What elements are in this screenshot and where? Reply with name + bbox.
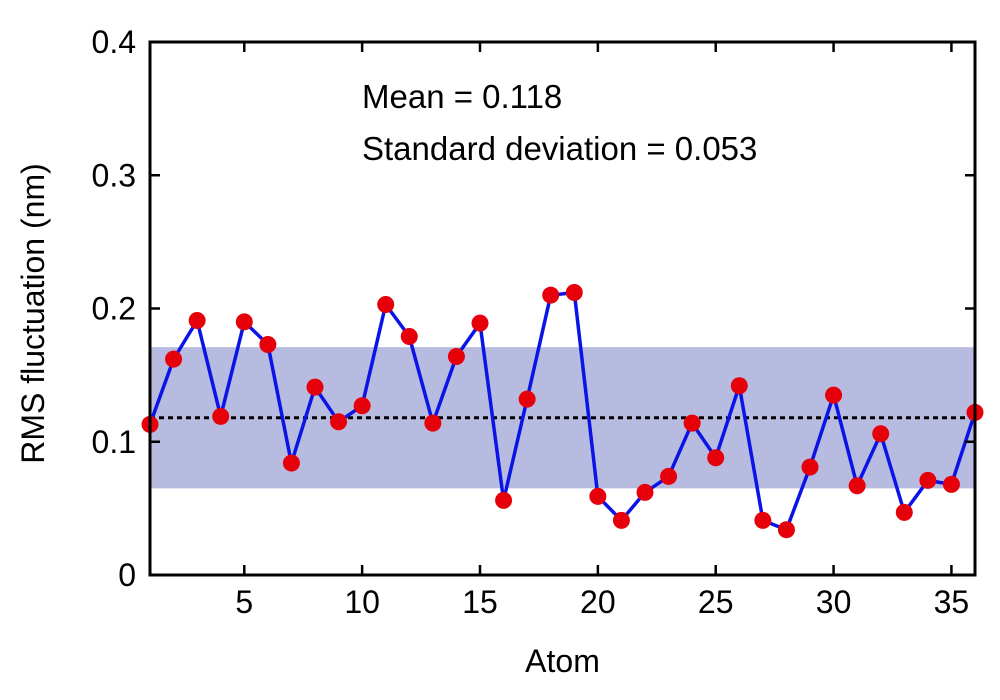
series-line [148, 290, 977, 532]
data-point [495, 491, 513, 509]
data-point [707, 449, 725, 467]
data-point [424, 414, 442, 432]
data-point [872, 425, 890, 443]
data-point [165, 350, 183, 368]
data-point [259, 335, 277, 353]
y-tick-label: 0.2 [92, 291, 136, 327]
data-point [235, 313, 253, 331]
data-point [542, 286, 560, 304]
x-tick-label: 5 [235, 584, 253, 620]
data-point [518, 390, 536, 408]
std-annotation: Standard deviation = 0.053 [362, 130, 757, 167]
data-point [377, 296, 395, 314]
x-axis-title: Atom [525, 643, 600, 679]
data-point [942, 475, 960, 493]
data-point [188, 311, 206, 329]
data-point [330, 413, 348, 431]
y-tick-label: 0.1 [92, 424, 136, 460]
data-point [212, 407, 230, 425]
data-point [660, 467, 678, 485]
data-point [848, 477, 866, 495]
data-point [447, 347, 465, 365]
data-point [777, 521, 795, 539]
plot-frame [148, 40, 977, 577]
data-point [589, 487, 607, 505]
x-tick-label: 15 [462, 584, 498, 620]
mean-annotation: Mean = 0.118 [362, 78, 562, 115]
data-point [801, 458, 819, 476]
data-point [612, 511, 630, 529]
data-point [636, 483, 654, 501]
data-point [754, 511, 772, 529]
data-point [400, 327, 418, 345]
y-tick-label: 0.4 [92, 24, 136, 60]
data-point [471, 314, 489, 332]
data-point [282, 454, 300, 472]
data-point [306, 378, 324, 396]
x-tick-label: 10 [344, 584, 380, 620]
data-point [353, 397, 371, 415]
y-tick-label: 0.3 [92, 157, 136, 193]
data-point [895, 503, 913, 521]
x-tick-label: 30 [816, 584, 852, 620]
data-point [730, 377, 748, 395]
data-point [825, 386, 843, 404]
y-tick-label: 0 [118, 557, 136, 593]
x-tick-label: 20 [580, 584, 616, 620]
tick-labels: 5 10 15 20 25 30 35 0 0.1 0.2 0.3 0.4 [92, 24, 970, 620]
x-tick-label: 25 [698, 584, 734, 620]
axis-ticks [150, 40, 975, 577]
data-point [565, 284, 583, 302]
data-point [683, 414, 701, 432]
y-axis-title: RMS fluctuation (nm) [15, 163, 51, 464]
x-tick-label: 35 [934, 584, 970, 620]
data-point [919, 471, 937, 489]
data-points [141, 284, 984, 539]
